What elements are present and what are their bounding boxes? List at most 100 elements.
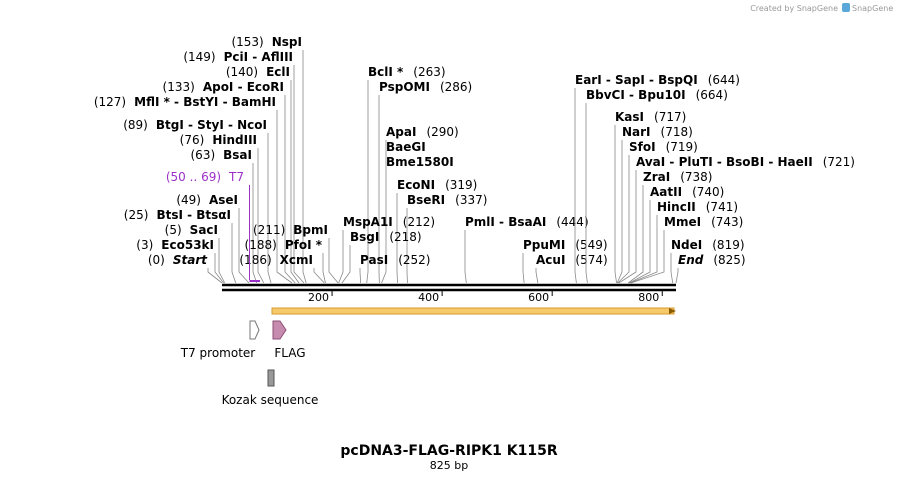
enzyme-name: PpuMI <box>523 238 565 252</box>
enzyme-site: (664) <box>696 88 728 102</box>
enzyme-site: (549) <box>575 238 607 252</box>
cut-line <box>381 140 387 284</box>
cut-line <box>257 148 265 284</box>
enzyme-site: (718) <box>661 125 693 139</box>
cut-line <box>574 88 577 284</box>
enzyme-label: KasI (717) <box>615 110 686 124</box>
enzyme-name: KasI <box>615 110 644 124</box>
kozak-box <box>267 369 275 387</box>
enzyme-site: (140) <box>226 65 258 79</box>
enzyme-site: (133) <box>163 80 195 94</box>
cut-line <box>630 230 665 284</box>
enzyme-site: (825) <box>713 253 745 267</box>
ruler-label: 800 <box>638 291 659 304</box>
size: 825 bp <box>430 459 468 472</box>
enzyme-name: NspI <box>272 35 302 49</box>
enzyme-site: (574) <box>575 253 607 267</box>
enzyme-label: HincII (741) <box>657 200 738 214</box>
enzyme-site: (717) <box>654 110 686 124</box>
enzyme-site: (738) <box>680 170 712 184</box>
enzyme-label: MmeI (743) <box>664 215 743 229</box>
cut-line <box>231 223 237 284</box>
cut-line <box>617 155 630 284</box>
enzyme-site: (5) <box>165 223 182 237</box>
enzyme-label: (133) ApoI - EcoRI <box>163 80 284 94</box>
enzyme-name: Start <box>173 253 208 267</box>
enzyme-name: HindIII <box>212 133 257 147</box>
credit: Created by SnapGene <box>750 4 838 13</box>
enzyme-name: SacI <box>190 223 218 237</box>
enzyme-label: (186) XcmI <box>239 253 313 267</box>
enzyme-label: ZraI (738) <box>643 170 712 184</box>
enzyme-label: BclI * (263) <box>368 65 446 79</box>
primer-name: T7 <box>228 170 244 184</box>
cut-line <box>284 95 296 284</box>
ruler-label: 200 <box>308 291 329 304</box>
enzyme-site: (819) <box>712 238 744 252</box>
enzyme-name: BsgI <box>350 230 379 244</box>
cds-bar <box>271 307 675 315</box>
enzyme-site: (89) <box>123 118 148 132</box>
enzyme-label: (76) HindIII <box>180 133 257 147</box>
t7-promoter-arrow <box>249 320 260 340</box>
enzyme-name: BtsI - BtsαI <box>156 208 231 222</box>
enzyme-label: ApaI (290) <box>386 125 459 139</box>
enzyme-site: (49) <box>176 193 201 207</box>
enzyme-name: Eco53kI <box>161 238 214 252</box>
enzyme-name: Bme1580I <box>386 155 454 169</box>
enzyme-site: (76) <box>180 133 205 147</box>
enzyme-site: (212) <box>403 215 435 229</box>
enzyme-name: End <box>678 253 704 267</box>
enzyme-site: (319) <box>445 178 477 192</box>
enzyme-label: AcuI (574) <box>536 253 608 267</box>
enzyme-site: (721) <box>823 155 855 169</box>
enzyme-label: BaeGI <box>386 140 426 154</box>
enzyme-label: AatII (740) <box>650 185 724 199</box>
enzyme-label: (127) MflI * - BstYI - BamHI <box>94 95 276 109</box>
enzyme-site: (719) <box>666 140 698 154</box>
cut-line <box>359 268 362 284</box>
enzyme-label: (153) NspI <box>231 35 302 49</box>
enzyme-label: PasI (252) <box>360 253 430 267</box>
primer-range: (50 .. 69) <box>166 170 221 184</box>
enzyme-label: (211) BpmI <box>253 223 328 237</box>
enzyme-site: (644) <box>708 73 740 87</box>
enzyme-label: PpuMI (549) <box>523 238 608 252</box>
enzyme-label: SfoI (719) <box>629 140 698 154</box>
enzyme-name: AatII <box>650 185 682 199</box>
brand: SnapGene <box>852 4 893 13</box>
enzyme-label: PspOMI (286) <box>379 80 472 94</box>
cut-line <box>207 268 223 284</box>
cut-line <box>218 238 226 284</box>
cut-line <box>313 268 325 284</box>
enzyme-name: HincII <box>657 200 696 214</box>
ruler-label: 400 <box>418 291 439 304</box>
cut-line <box>670 253 674 284</box>
cut-line <box>585 103 588 284</box>
enzyme-site: (149) <box>183 50 215 64</box>
enzyme-site: (740) <box>692 185 724 199</box>
enzyme-name: PasI <box>360 253 388 267</box>
enzyme-label: NdeI (819) <box>671 238 745 252</box>
feature-label: FLAG <box>274 346 305 360</box>
cut-line <box>252 163 258 284</box>
enzyme-name: PfoI * <box>285 238 323 252</box>
enzyme-label: End (825) <box>678 253 746 267</box>
cut-line <box>328 238 339 284</box>
enzyme-site: (337) <box>455 193 487 207</box>
enzyme-label: (63) BsaI <box>191 148 253 162</box>
cut-line <box>616 140 623 284</box>
cut-line <box>293 65 305 284</box>
enzyme-name: EcoNI <box>397 178 435 192</box>
enzyme-name: XcmI <box>280 253 313 267</box>
flag-arrow <box>272 320 287 340</box>
enzyme-label: EarI - SapI - BspQI (644) <box>575 73 740 87</box>
logo <box>842 3 850 12</box>
enzyme-label: MspA1I (212) <box>343 215 435 229</box>
enzyme-label: EcoNI (319) <box>397 178 477 192</box>
enzyme-site: (741) <box>706 200 738 214</box>
enzyme-name: BclI * <box>368 65 404 79</box>
enzyme-label: (49) AseI <box>176 193 238 207</box>
enzyme-site: (218) <box>389 230 421 244</box>
enzyme-label: BsgI (218) <box>350 230 422 244</box>
